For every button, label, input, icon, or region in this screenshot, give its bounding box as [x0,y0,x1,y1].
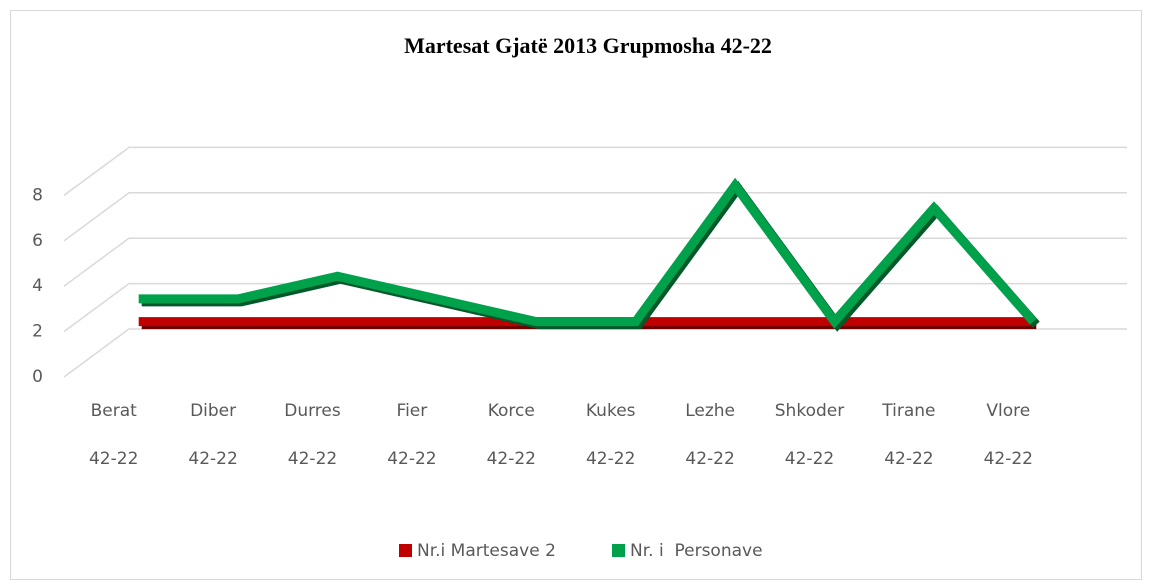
y-tick-label: 6 [32,231,43,251]
x-subtick-label: 42-22 [785,449,834,469]
x-subtick-label: 42-22 [586,449,635,469]
y-tick-label: 8 [32,185,43,205]
x-subtick-label: 42-22 [89,449,138,469]
x-tick-label: Durres [284,401,341,421]
line-series [138,177,1037,329]
x-subtick-label: 42-22 [685,449,734,469]
x-tick-label: Lezhe [685,401,735,421]
grid-line [63,282,1127,333]
y-tick-label: 0 [32,367,43,387]
x-subtick-label: 42-22 [188,449,237,469]
x-tick-label: Tirane [881,401,935,421]
legend-label: Nr.i Martesave 2 [417,541,556,561]
chart-title: Martesat Gjatë 2013 Grupmosha 42-22 [404,33,772,58]
legend-label: Nr. i Personave [630,541,763,561]
x-subtick-label: 42-22 [884,449,933,469]
x-tick-label: Shkoder [775,401,844,421]
grid-line [63,192,1127,242]
x-tick-label: Diber [190,401,236,421]
grid-line [63,237,1127,287]
x-subtick-label: 42-22 [387,449,436,469]
x-subtick-label: 42-22 [288,449,337,469]
grid-line [63,146,1127,197]
x-tick-label: Fier [397,401,428,421]
x-subtick-label: 42-22 [487,449,536,469]
legend-swatch [399,544,412,557]
y-tick-label: 2 [32,322,43,342]
legend-swatch [612,544,625,557]
x-tick-label: Korce [488,401,535,421]
x-tick-label: Vlore [986,401,1030,421]
x-subtick-label: 42-22 [984,449,1033,469]
x-tick-label: Kukes [586,401,636,421]
y-tick-label: 4 [32,276,43,296]
x-tick-label: Berat [91,401,138,421]
